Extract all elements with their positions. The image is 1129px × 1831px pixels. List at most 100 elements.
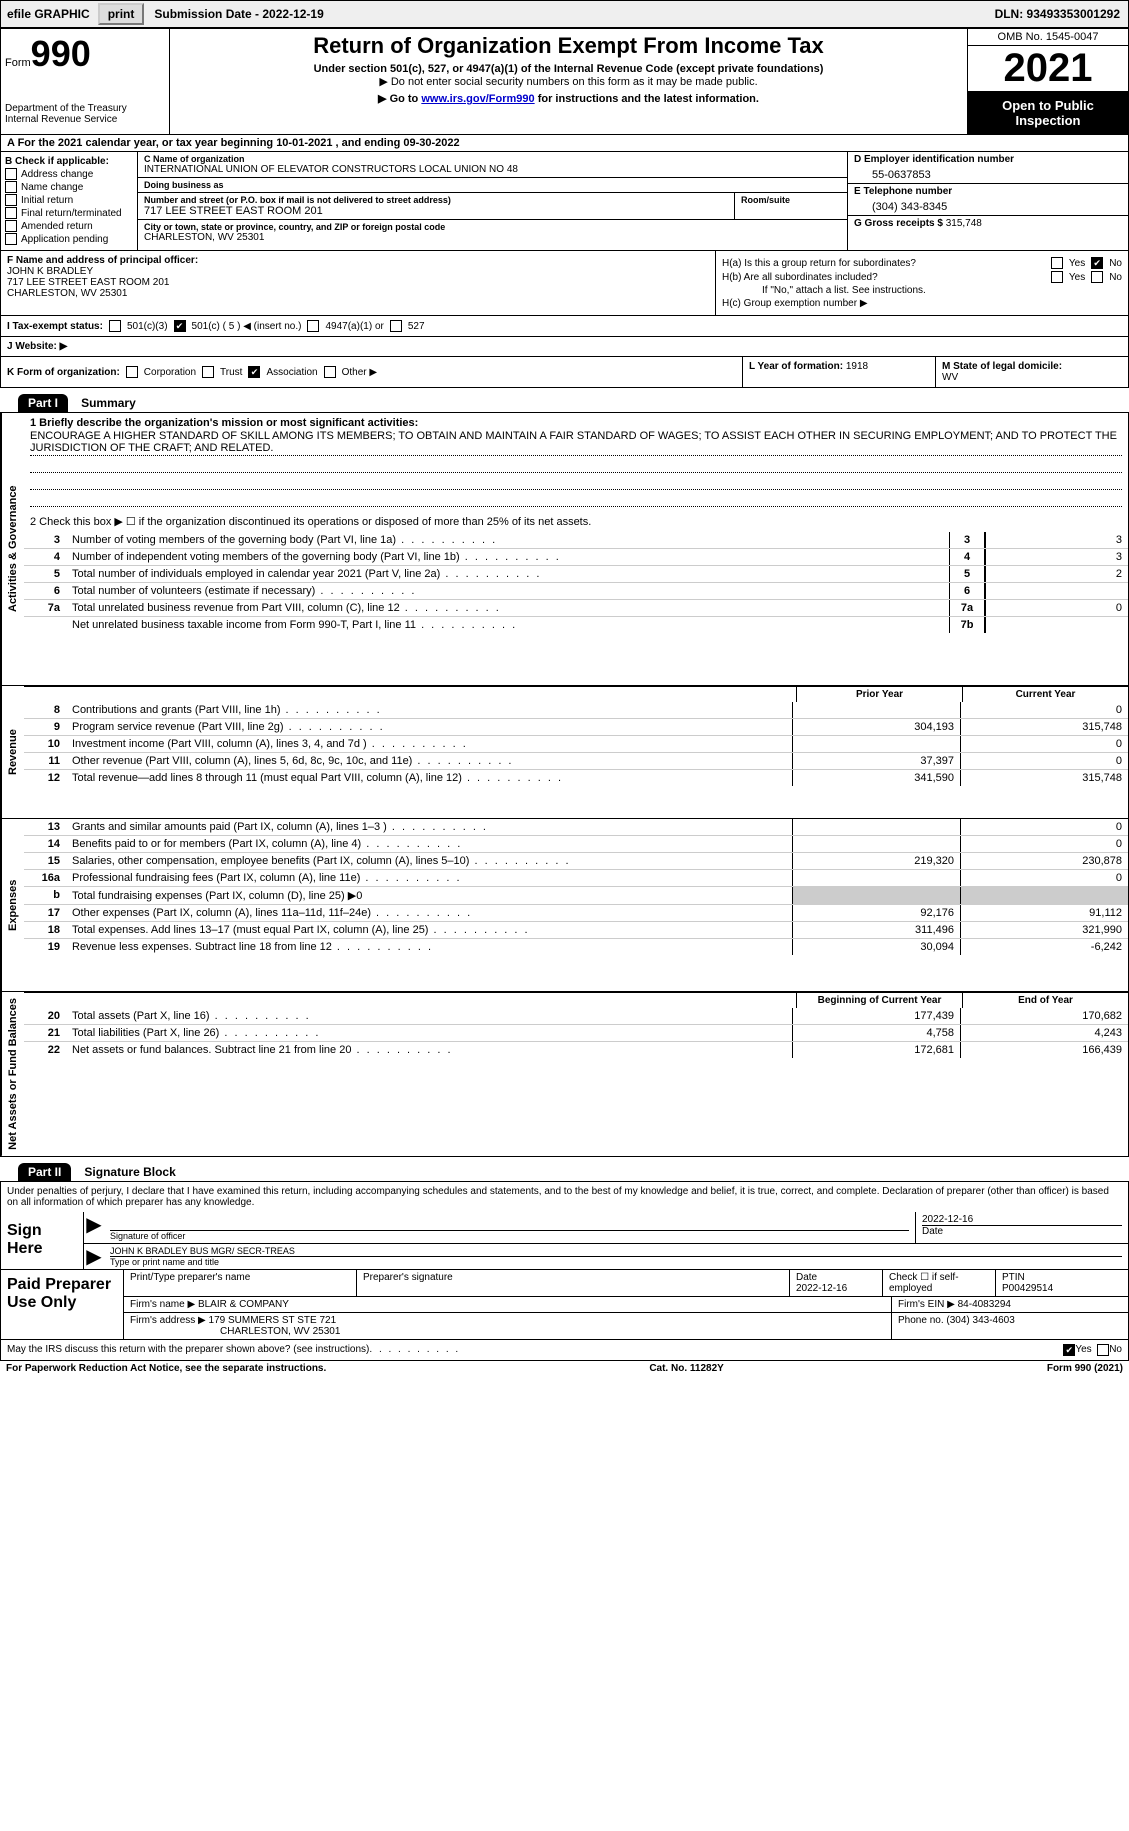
prep-date: 2022-12-16 <box>796 1283 847 1294</box>
sig-arrow-icon-2: ▶ <box>84 1244 104 1269</box>
omb-number: OMB No. 1545-0047 <box>968 29 1128 46</box>
summary-row: Net unrelated business taxable income fr… <box>24 616 1128 633</box>
firm-addr1: 179 SUMMERS ST STE 721 <box>209 1315 337 1326</box>
summary-row: 7aTotal unrelated business revenue from … <box>24 599 1128 616</box>
col-d-e-g: D Employer identification number 55-0637… <box>847 152 1128 250</box>
summary-row: 5Total number of individuals employed in… <box>24 565 1128 582</box>
perjury-declaration: Under penalties of perjury, I declare th… <box>1 1182 1128 1212</box>
summary-row: 10Investment income (Part VIII, column (… <box>24 735 1128 752</box>
chk-trust[interactable] <box>202 366 214 378</box>
irs-discuss-row: May the IRS discuss this return with the… <box>0 1340 1129 1361</box>
phone: (304) 343-8345 <box>854 197 1122 213</box>
chk-hb-yes[interactable] <box>1051 271 1063 283</box>
officer-addr1: 717 LEE STREET EAST ROOM 201 <box>7 277 709 288</box>
summary-row: 12Total revenue—add lines 8 through 11 (… <box>24 769 1128 786</box>
city-state-zip: CHARLESTON, WV 25301 <box>144 232 841 243</box>
summary-row: 21Total liabilities (Part X, line 26)4,7… <box>24 1024 1128 1041</box>
row-a-period: A For the 2021 calendar year, or tax yea… <box>0 135 1129 152</box>
subtitle-1: Under section 501(c), 527, or 4947(a)(1)… <box>174 63 963 75</box>
summary-row: 19Revenue less expenses. Subtract line 1… <box>24 938 1128 955</box>
part-i-box: Activities & Governance 1 Briefly descri… <box>0 412 1129 1157</box>
part-i-header: Part I Summary <box>0 388 1129 412</box>
firm-name: BLAIR & COMPANY <box>198 1299 289 1310</box>
officer-addr2: CHARLESTON, WV 25301 <box>7 288 709 299</box>
sig-date: 2022-12-16 <box>922 1214 1122 1225</box>
form-number: Form990 <box>5 33 165 75</box>
chk-corp[interactable] <box>126 366 138 378</box>
submission-date: Submission Date - 2022-12-19 <box>146 5 331 23</box>
line-2: 2 Check this box ▶ ☐ if the organization… <box>24 511 1128 532</box>
cat-no: Cat. No. 11282Y <box>649 1363 723 1374</box>
org-name: INTERNATIONAL UNION OF ELEVATOR CONSTRUC… <box>144 164 841 175</box>
side-revenue: Revenue <box>1 686 24 818</box>
chk-501c[interactable]: ✔ <box>174 320 186 332</box>
side-activities: Activities & Governance <box>1 413 24 685</box>
chk-discuss-yes[interactable]: ✔ <box>1063 1344 1075 1356</box>
firm-addr2: CHARLESTON, WV 25301 <box>130 1326 340 1337</box>
street-address: 717 LEE STREET EAST ROOM 201 <box>144 205 728 217</box>
section-b-c-d: B Check if applicable: Address change Na… <box>0 152 1129 251</box>
form-header: Form990 Department of the Treasury Inter… <box>0 28 1129 135</box>
hdr-current-year: Current Year <box>962 687 1128 702</box>
tax-year: 2021 <box>968 46 1128 92</box>
col-b: B Check if applicable: Address change Na… <box>1 152 138 250</box>
subtitle-3: ▶ Go to www.irs.gov/Form990 for instruct… <box>174 92 963 105</box>
subtitle-2: ▶ Do not enter social security numbers o… <box>174 75 963 88</box>
summary-row: 9Program service revenue (Part VIII, lin… <box>24 718 1128 735</box>
efile-label: efile GRAPHIC <box>1 5 96 23</box>
summary-row: bTotal fundraising expenses (Part IX, co… <box>24 886 1128 904</box>
chk-4947[interactable] <box>307 320 319 332</box>
summary-row: 20Total assets (Part X, line 16)177,4391… <box>24 1008 1128 1024</box>
side-netassets: Net Assets or Fund Balances <box>1 992 24 1156</box>
form-ref: Form 990 (2021) <box>1047 1363 1123 1374</box>
officer-name: JOHN K BRADLEY <box>7 266 709 277</box>
form-title: Return of Organization Exempt From Incom… <box>174 33 963 59</box>
section-j: J Website: ▶ <box>0 337 1129 357</box>
chk-amended[interactable] <box>5 220 17 232</box>
year-formation: 1918 <box>846 361 868 372</box>
col-c: C Name of organization INTERNATIONAL UNI… <box>138 152 847 250</box>
open-public-badge: Open to Public Inspection <box>968 92 1128 134</box>
ein: 55-0637853 <box>854 165 1122 181</box>
summary-row: 18Total expenses. Add lines 13–17 (must … <box>24 921 1128 938</box>
chk-assoc[interactable]: ✔ <box>248 366 260 378</box>
irs-link[interactable]: www.irs.gov/Form990 <box>421 93 534 105</box>
section-f-h: F Name and address of principal officer:… <box>0 251 1129 316</box>
part-ii-header: Part II Signature Block <box>0 1157 1129 1181</box>
chk-app-pending[interactable] <box>5 233 17 245</box>
chk-501c3[interactable] <box>109 320 121 332</box>
dln-label: DLN: 93493353001292 <box>987 5 1128 23</box>
gross-receipts: 315,748 <box>946 218 982 229</box>
summary-row: 22Net assets or fund balances. Subtract … <box>24 1041 1128 1058</box>
summary-row: 8Contributions and grants (Part VIII, li… <box>24 702 1128 718</box>
chk-initial-return[interactable] <box>5 194 17 206</box>
summary-row: 6Total number of volunteers (estimate if… <box>24 582 1128 599</box>
summary-row: 11Other revenue (Part VIII, column (A), … <box>24 752 1128 769</box>
summary-row: 4Number of independent voting members of… <box>24 548 1128 565</box>
summary-row: 14Benefits paid to or for members (Part … <box>24 835 1128 852</box>
state-domicile: WV <box>942 372 958 383</box>
chk-ha-no[interactable]: ✔ <box>1091 257 1103 269</box>
sign-here-block: Sign Here ▶ Signature of officer 2022-12… <box>0 1212 1129 1270</box>
sig-arrow-icon: ▶ <box>84 1212 104 1243</box>
chk-address-change[interactable] <box>5 168 17 180</box>
summary-row: 15Salaries, other compensation, employee… <box>24 852 1128 869</box>
chk-other[interactable] <box>324 366 336 378</box>
chk-name-change[interactable] <box>5 181 17 193</box>
summary-row: 17Other expenses (Part IX, column (A), l… <box>24 904 1128 921</box>
print-button[interactable]: print <box>98 3 145 25</box>
hdr-beginning: Beginning of Current Year <box>796 993 962 1008</box>
footer: For Paperwork Reduction Act Notice, see … <box>0 1361 1129 1376</box>
chk-discuss-no[interactable] <box>1097 1344 1109 1356</box>
side-expenses: Expenses <box>1 819 24 991</box>
top-toolbar: efile GRAPHIC print Submission Date - 20… <box>0 0 1129 28</box>
paid-preparer-block: Paid Preparer Use Only Print/Type prepar… <box>0 1270 1129 1340</box>
irs-label: Internal Revenue Service <box>5 114 165 125</box>
chk-ha-yes[interactable] <box>1051 257 1063 269</box>
chk-527[interactable] <box>390 320 402 332</box>
chk-final-return[interactable] <box>5 207 17 219</box>
chk-hb-no[interactable] <box>1091 271 1103 283</box>
firm-ein: 84-4083294 <box>958 1299 1011 1310</box>
officer-print-name: JOHN K BRADLEY BUS MGR/ SECR-TREAS <box>110 1246 1122 1256</box>
summary-row: 13Grants and similar amounts paid (Part … <box>24 819 1128 835</box>
